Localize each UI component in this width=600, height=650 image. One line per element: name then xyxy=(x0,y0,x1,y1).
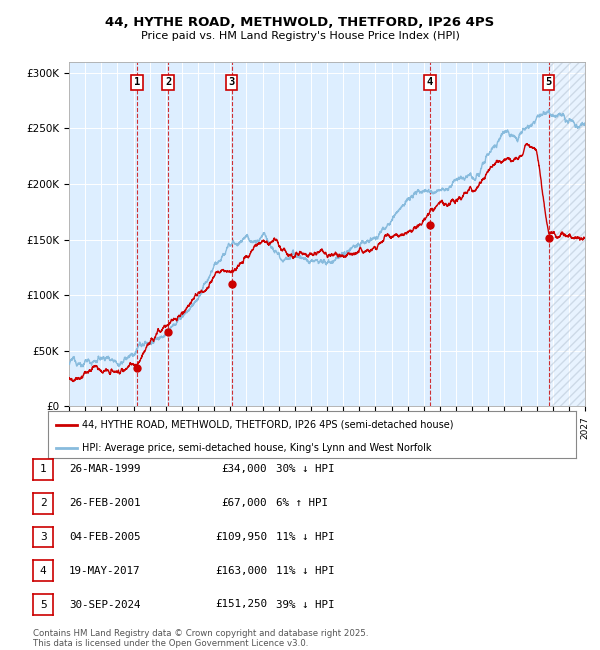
Text: 3: 3 xyxy=(229,77,235,87)
Text: 04-FEB-2005: 04-FEB-2005 xyxy=(69,532,140,542)
Text: 1: 1 xyxy=(134,77,140,87)
Text: 6% ↑ HPI: 6% ↑ HPI xyxy=(276,498,328,508)
Text: 1: 1 xyxy=(40,464,47,474)
Bar xyxy=(549,62,585,406)
Text: 2: 2 xyxy=(165,77,171,87)
Text: 2: 2 xyxy=(40,498,47,508)
Text: 4: 4 xyxy=(427,77,433,87)
Text: £34,000: £34,000 xyxy=(221,464,267,474)
Text: Contains HM Land Registry data © Crown copyright and database right 2025.: Contains HM Land Registry data © Crown c… xyxy=(33,629,368,638)
Text: 26-FEB-2001: 26-FEB-2001 xyxy=(69,498,140,508)
Text: 44, HYTHE ROAD, METHWOLD, THETFORD, IP26 4PS (semi-detached house): 44, HYTHE ROAD, METHWOLD, THETFORD, IP26… xyxy=(82,419,454,430)
Text: Price paid vs. HM Land Registry's House Price Index (HPI): Price paid vs. HM Land Registry's House … xyxy=(140,31,460,41)
Text: 30% ↓ HPI: 30% ↓ HPI xyxy=(276,464,335,474)
Text: 39% ↓ HPI: 39% ↓ HPI xyxy=(276,599,335,610)
Text: 30-SEP-2024: 30-SEP-2024 xyxy=(69,599,140,610)
Text: 26-MAR-1999: 26-MAR-1999 xyxy=(69,464,140,474)
Text: £163,000: £163,000 xyxy=(215,566,267,576)
Text: 5: 5 xyxy=(545,77,552,87)
Text: 4: 4 xyxy=(40,566,47,576)
Text: 3: 3 xyxy=(40,532,47,542)
Text: 5: 5 xyxy=(40,599,47,610)
Text: £67,000: £67,000 xyxy=(221,498,267,508)
Text: 19-MAY-2017: 19-MAY-2017 xyxy=(69,566,140,576)
Text: 44, HYTHE ROAD, METHWOLD, THETFORD, IP26 4PS: 44, HYTHE ROAD, METHWOLD, THETFORD, IP26… xyxy=(106,16,494,29)
Text: £151,250: £151,250 xyxy=(215,599,267,610)
Text: This data is licensed under the Open Government Licence v3.0.: This data is licensed under the Open Gov… xyxy=(33,639,308,648)
Text: 11% ↓ HPI: 11% ↓ HPI xyxy=(276,532,335,542)
Text: 11% ↓ HPI: 11% ↓ HPI xyxy=(276,566,335,576)
Text: HPI: Average price, semi-detached house, King's Lynn and West Norfolk: HPI: Average price, semi-detached house,… xyxy=(82,443,432,453)
Text: £109,950: £109,950 xyxy=(215,532,267,542)
